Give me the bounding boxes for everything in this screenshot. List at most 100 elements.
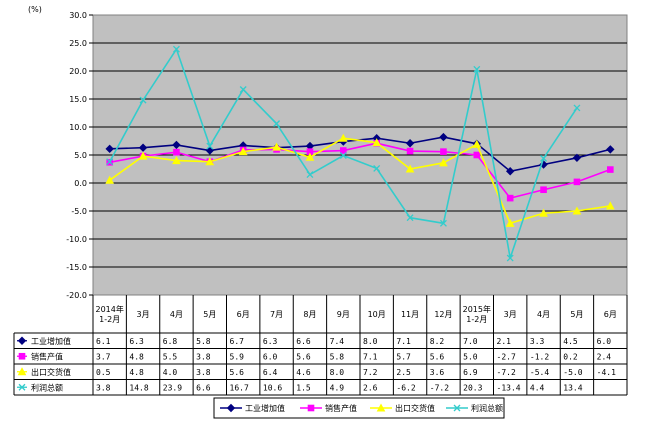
data-label: 2.5 (396, 368, 411, 377)
data-label: 1.5 (296, 383, 311, 392)
square-marker (573, 178, 581, 186)
row-label: 出口交货值 (31, 367, 71, 377)
category-label: 1-2月 (466, 315, 487, 324)
data-label: 4.0 (163, 368, 178, 377)
triangle-marker (138, 151, 148, 160)
data-label: 5.9 (230, 352, 245, 361)
data-label: 13.4 (563, 383, 582, 392)
data-label: 6.6 (196, 383, 211, 392)
x-marker-stroke (273, 120, 281, 128)
category-label: 9月 (337, 310, 350, 319)
data-label: 6.0 (597, 337, 612, 346)
legend-label: 利润总额 (471, 403, 503, 413)
legend: 工业增加值 销售产值 出口交货值 利润总额 (213, 397, 505, 419)
diamond-marker (505, 167, 515, 176)
x-marker-stroke (172, 45, 180, 53)
data-label: 4.5 (563, 337, 578, 346)
data-label: 10.6 (263, 383, 282, 392)
triangle-marker (338, 133, 348, 142)
data-label: 4.8 (129, 368, 144, 377)
diamond-marker (606, 145, 615, 154)
data-label: 5.8 (330, 352, 345, 361)
diamond-marker (172, 140, 181, 150)
square-marker (506, 194, 514, 202)
category-label: 8月 (303, 310, 316, 319)
category-label: 3月 (504, 310, 517, 319)
data-label: 4.8 (129, 352, 144, 361)
data-label: 8.2 (430, 337, 445, 346)
square-marker (307, 404, 315, 412)
y-tick-label: 10.0 (69, 123, 87, 132)
row-label: 销售产值 (31, 351, 63, 361)
category-label: 6月 (604, 310, 617, 319)
category-label: 4月 (170, 310, 183, 319)
data-label: 2.4 (597, 352, 612, 361)
y-tick-label: 15.0 (69, 95, 87, 104)
square-marker (540, 186, 547, 194)
triangle-marker (272, 142, 281, 151)
category-label: 2014年 (96, 304, 124, 314)
data-label: 5.5 (163, 352, 178, 361)
data-label: 4.4 (530, 383, 545, 392)
triangle-marker (605, 201, 615, 210)
triangle-marker (238, 147, 248, 156)
data-label: 6.8 (163, 337, 178, 346)
data-label: 5.0 (463, 352, 478, 361)
x-marker-stroke (473, 65, 481, 73)
data-label: 7.1 (363, 352, 378, 361)
data-label: -7.2 (430, 383, 449, 392)
category-label: 5月 (203, 310, 216, 319)
y-axis: 30.0 25.0 20.0 15.0 10.0 5.0 0.0 -5.0 -10.0 -15.0… (66, 11, 93, 300)
data-label: -13.4 (497, 383, 521, 392)
category-label: 10月 (368, 310, 386, 319)
y-tick-label: 25.0 (69, 39, 87, 48)
row-label: 利润总额 (31, 382, 63, 392)
y-tick-label: -10.0 (66, 235, 87, 244)
data-label: 6.4 (263, 368, 278, 377)
category-label: 7月 (270, 310, 283, 319)
x-marker-stroke (306, 171, 314, 179)
diamond-marker (205, 146, 215, 155)
triangle-marker (372, 138, 382, 147)
data-label: 3.6 (430, 368, 445, 377)
data-label: 3.8 (196, 368, 211, 377)
triangle-marker (505, 218, 515, 227)
x-marker-stroke (106, 158, 114, 166)
square-marker (607, 166, 614, 173)
x-marker-stroke (506, 254, 514, 262)
x-marker-stroke (206, 142, 214, 150)
data-label: 3.3 (530, 337, 545, 346)
triangle-marker (572, 206, 582, 215)
data-label: -2.7 (497, 352, 516, 361)
category-label: 2015年 (463, 304, 491, 314)
diamond-marker (226, 403, 236, 413)
series-3 (105, 133, 615, 227)
data-label: 3.8 (96, 383, 111, 392)
triangle-marker (405, 164, 415, 173)
square-marker (473, 151, 481, 159)
data-label: 6.6 (296, 337, 311, 346)
data-label: 2.6 (363, 383, 378, 392)
row-label: 工业增加值 (31, 336, 71, 346)
legend-box (213, 397, 505, 419)
category-label: 11月 (401, 310, 419, 319)
x-marker-stroke (540, 154, 548, 162)
x-marker-stroke (406, 214, 414, 222)
series-line (109, 142, 611, 200)
data-label: 6.7 (230, 337, 245, 346)
y-tick-label: 5.0 (74, 151, 87, 160)
data-label: -7.2 (497, 368, 516, 377)
data-label: -5.4 (530, 368, 549, 377)
square-marker (440, 148, 447, 155)
y-tick-label: 0.0 (74, 179, 87, 188)
data-label: 3.8 (196, 352, 211, 361)
diamond-marker (572, 153, 582, 163)
data-label: 7.2 (363, 368, 378, 377)
data-label: 8.0 (330, 368, 345, 377)
legend-label: 出口交货值 (395, 403, 435, 413)
x-marker-stroke (139, 96, 147, 104)
x-marker-stroke (573, 104, 581, 112)
data-label: 3.7 (96, 352, 111, 361)
legend-label: 销售产值 (325, 403, 357, 413)
